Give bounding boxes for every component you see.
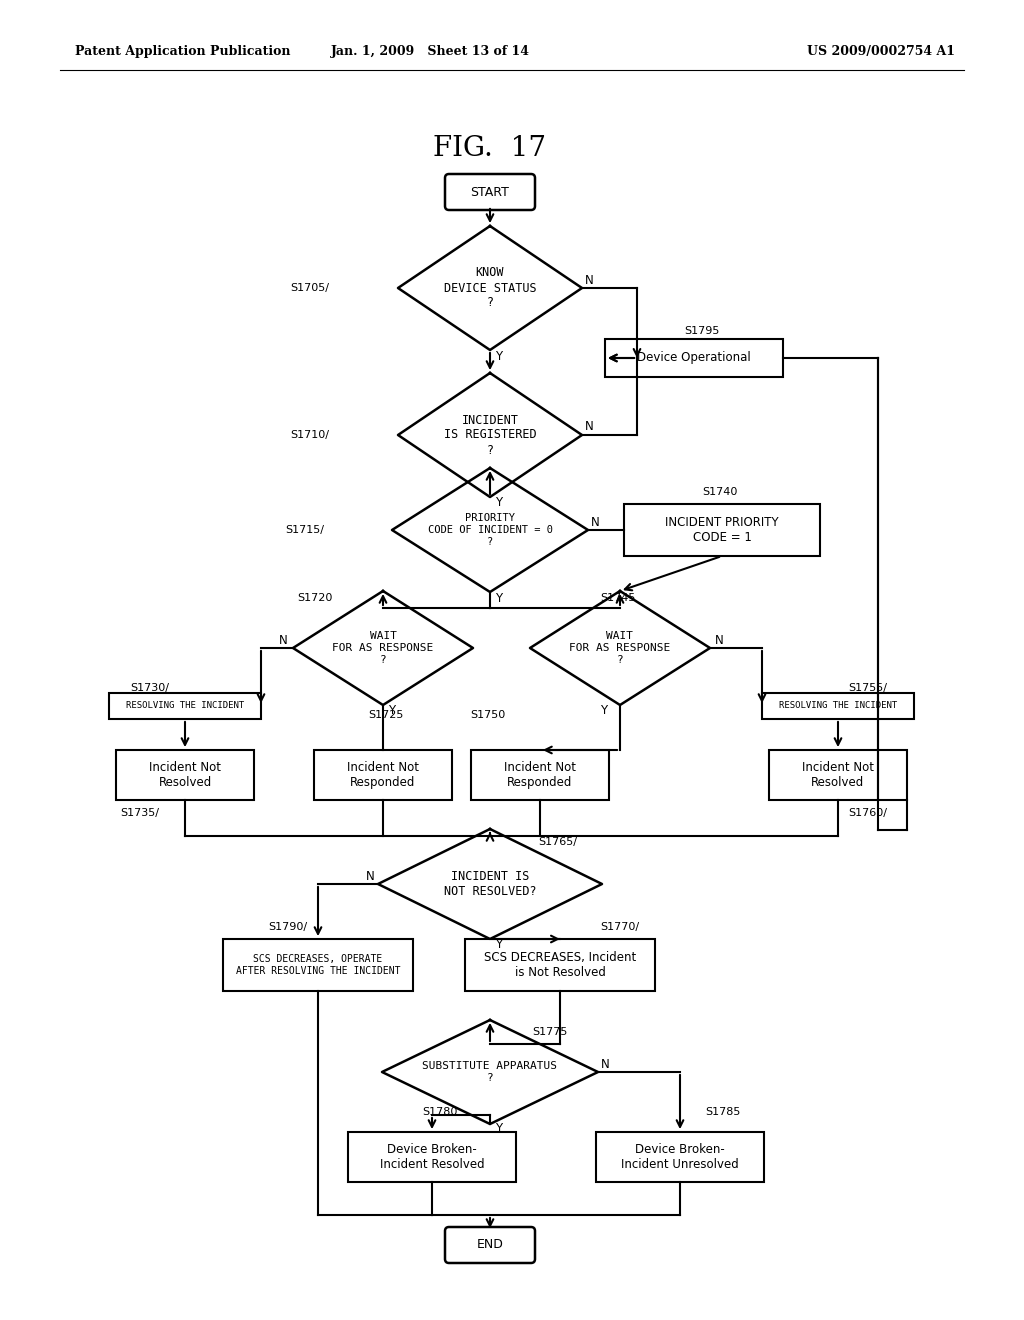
Text: S1725: S1725	[368, 710, 403, 719]
Text: S1730∕: S1730∕	[130, 682, 169, 693]
Text: Y: Y	[600, 704, 607, 717]
Bar	[223, 939, 413, 991]
Text: INCIDENT PRIORITY
CODE = 1: INCIDENT PRIORITY CODE = 1	[666, 516, 779, 544]
Text: SCS DECREASES, OPERATE
AFTER RESOLVING THE INCIDENT: SCS DECREASES, OPERATE AFTER RESOLVING T…	[236, 954, 400, 975]
Text: Incident Not
Resolved: Incident Not Resolved	[802, 762, 874, 789]
Text: S1740: S1740	[702, 487, 737, 498]
Text: Y: Y	[388, 704, 395, 717]
Text: Y: Y	[495, 496, 502, 510]
Text: S1785: S1785	[705, 1107, 740, 1117]
Text: N: N	[367, 870, 375, 883]
Bar	[471, 750, 609, 800]
Text: S1790∕: S1790∕	[268, 921, 307, 932]
Text: Y: Y	[495, 1122, 502, 1135]
Text: WAIT
FOR AS RESPONSE
?: WAIT FOR AS RESPONSE ?	[333, 631, 433, 664]
Text: START: START	[471, 186, 509, 198]
Text: WAIT
FOR AS RESPONSE
?: WAIT FOR AS RESPONSE ?	[569, 631, 671, 664]
Text: RESOLVING THE INCIDENT: RESOLVING THE INCIDENT	[126, 701, 244, 710]
Text: PRIORITY
CODE OF INCIDENT = 0
?: PRIORITY CODE OF INCIDENT = 0 ?	[427, 513, 553, 546]
Polygon shape	[293, 591, 473, 705]
Text: S1795: S1795	[684, 326, 720, 337]
Text: US 2009/0002754 A1: US 2009/0002754 A1	[807, 45, 955, 58]
Text: Y: Y	[495, 350, 502, 363]
Text: S1780: S1780	[422, 1107, 458, 1117]
Text: Incident Not
Resolved: Incident Not Resolved	[150, 762, 221, 789]
FancyBboxPatch shape	[445, 1228, 535, 1263]
Text: Device Operational: Device Operational	[637, 351, 751, 364]
Bar	[762, 693, 914, 719]
Text: S1750: S1750	[470, 710, 505, 719]
Text: S1775: S1775	[532, 1027, 567, 1038]
Text: SUBSTITUTE APPARATUS
?: SUBSTITUTE APPARATUS ?	[423, 1061, 557, 1082]
Text: Incident Not
Responded: Incident Not Responded	[504, 762, 575, 789]
Text: S1705∕: S1705∕	[290, 282, 329, 293]
Polygon shape	[398, 374, 582, 498]
Text: Patent Application Publication: Patent Application Publication	[75, 45, 291, 58]
Text: S1770∕: S1770∕	[600, 921, 639, 932]
Bar	[314, 750, 452, 800]
Bar	[465, 939, 655, 991]
Text: Incident Not
Responded: Incident Not Responded	[347, 762, 419, 789]
Text: S1735∕: S1735∕	[120, 808, 159, 818]
Text: Y: Y	[495, 591, 502, 605]
Bar	[769, 750, 907, 800]
Text: N: N	[585, 273, 594, 286]
Text: Jan. 1, 2009   Sheet 13 of 14: Jan. 1, 2009 Sheet 13 of 14	[331, 45, 529, 58]
Text: Device Broken-
Incident Resolved: Device Broken- Incident Resolved	[380, 1143, 484, 1171]
Polygon shape	[378, 829, 602, 939]
Text: S1745: S1745	[600, 593, 635, 603]
Bar	[348, 1133, 516, 1181]
Text: KNOW
DEVICE STATUS
?: KNOW DEVICE STATUS ?	[443, 267, 537, 309]
Bar	[624, 504, 820, 556]
Text: SCS DECREASES, Incident
is Not Resolved: SCS DECREASES, Incident is Not Resolved	[484, 950, 636, 979]
Text: N: N	[591, 516, 600, 528]
Text: N: N	[601, 1057, 609, 1071]
Text: S1720: S1720	[298, 593, 333, 603]
Text: S1715∕: S1715∕	[285, 525, 324, 535]
Text: RESOLVING THE INCIDENT: RESOLVING THE INCIDENT	[779, 701, 897, 710]
Polygon shape	[382, 1020, 598, 1125]
Text: INCIDENT
IS REGISTERED
?: INCIDENT IS REGISTERED ?	[443, 413, 537, 457]
Text: FIG.  17: FIG. 17	[433, 135, 547, 161]
Text: END: END	[476, 1238, 504, 1251]
Bar	[116, 750, 254, 800]
Text: S1760∕: S1760∕	[848, 808, 887, 818]
Text: N: N	[280, 634, 288, 647]
Text: N: N	[715, 634, 724, 647]
Text: Y: Y	[495, 937, 502, 950]
Bar	[605, 339, 783, 378]
Bar	[109, 693, 261, 719]
Polygon shape	[392, 469, 588, 591]
Text: Device Broken-
Incident Unresolved: Device Broken- Incident Unresolved	[622, 1143, 739, 1171]
Polygon shape	[398, 226, 582, 350]
Polygon shape	[530, 591, 710, 705]
Text: S1765∕: S1765∕	[538, 837, 577, 847]
Text: S1710∕: S1710∕	[290, 430, 329, 440]
Text: S1755∕: S1755∕	[848, 682, 887, 693]
FancyBboxPatch shape	[445, 174, 535, 210]
Text: N: N	[585, 421, 594, 433]
Bar	[596, 1133, 764, 1181]
Text: INCIDENT IS
NOT RESOLVED?: INCIDENT IS NOT RESOLVED?	[443, 870, 537, 898]
